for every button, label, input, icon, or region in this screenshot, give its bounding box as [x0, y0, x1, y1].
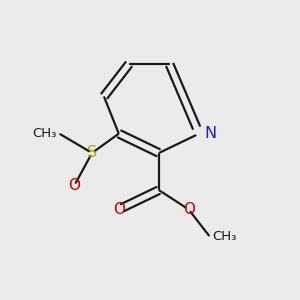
Text: CH₃: CH₃: [32, 127, 56, 140]
Text: CH₃: CH₃: [212, 230, 237, 243]
Text: S: S: [87, 146, 97, 160]
Text: O: O: [113, 202, 125, 217]
Text: O: O: [68, 178, 80, 193]
Text: N: N: [204, 126, 217, 141]
Text: O: O: [183, 202, 195, 217]
